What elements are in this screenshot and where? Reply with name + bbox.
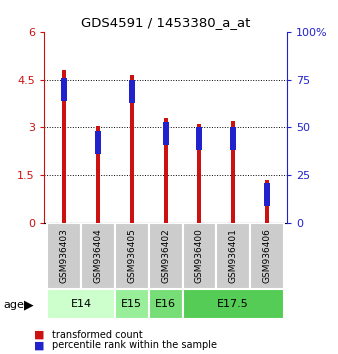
- Text: percentile rank within the sample: percentile rank within the sample: [52, 340, 217, 350]
- FancyBboxPatch shape: [81, 223, 115, 289]
- Bar: [163, 122, 169, 145]
- FancyBboxPatch shape: [183, 289, 284, 319]
- FancyBboxPatch shape: [216, 223, 250, 289]
- Text: ■: ■: [34, 330, 44, 339]
- Text: GSM936404: GSM936404: [94, 228, 102, 283]
- FancyBboxPatch shape: [183, 223, 216, 289]
- Bar: [61, 78, 67, 101]
- Bar: [197, 124, 201, 223]
- Bar: [264, 183, 270, 206]
- FancyBboxPatch shape: [47, 223, 81, 289]
- Bar: [231, 121, 235, 223]
- Bar: [230, 127, 236, 150]
- Text: GSM936405: GSM936405: [127, 228, 136, 283]
- FancyBboxPatch shape: [149, 223, 183, 289]
- Text: GSM936406: GSM936406: [263, 228, 271, 283]
- FancyBboxPatch shape: [250, 223, 284, 289]
- Title: GDS4591 / 1453380_a_at: GDS4591 / 1453380_a_at: [81, 16, 250, 29]
- Text: ▶: ▶: [24, 299, 34, 312]
- Text: E15: E15: [121, 298, 142, 309]
- Text: transformed count: transformed count: [52, 330, 143, 339]
- Text: ■: ■: [34, 340, 44, 350]
- Bar: [96, 126, 100, 223]
- Bar: [129, 80, 135, 103]
- Text: E14: E14: [71, 298, 92, 309]
- Text: GSM936401: GSM936401: [229, 228, 238, 283]
- FancyBboxPatch shape: [115, 289, 149, 319]
- Bar: [265, 180, 269, 223]
- Text: GSM936403: GSM936403: [60, 228, 69, 283]
- FancyBboxPatch shape: [47, 289, 115, 319]
- Bar: [62, 70, 66, 223]
- FancyBboxPatch shape: [115, 223, 149, 289]
- Bar: [196, 127, 202, 150]
- Bar: [164, 118, 168, 223]
- Text: E16: E16: [155, 298, 176, 309]
- FancyBboxPatch shape: [149, 289, 183, 319]
- Bar: [130, 75, 134, 223]
- Bar: [95, 131, 101, 154]
- Text: E17.5: E17.5: [217, 298, 249, 309]
- Text: GSM936400: GSM936400: [195, 228, 204, 283]
- Text: GSM936402: GSM936402: [161, 228, 170, 283]
- Text: age: age: [3, 300, 24, 310]
